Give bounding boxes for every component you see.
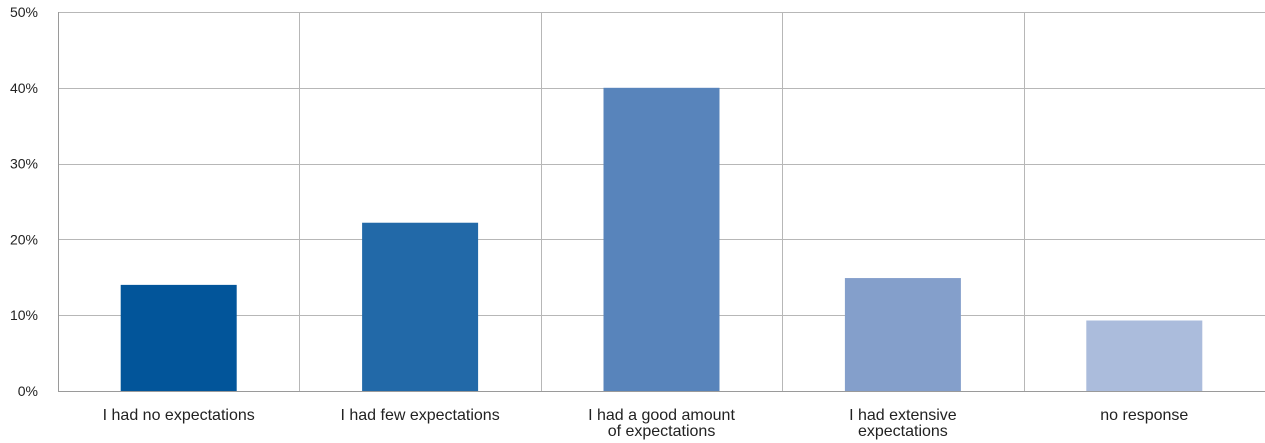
- bars: [120, 87, 1203, 392]
- x-category-label-line: expectations: [858, 423, 948, 440]
- x-category-label-line: I had no expectations: [103, 407, 255, 424]
- x-category-label: I had no expectations: [103, 407, 255, 424]
- x-category-label-line: I had few expectations: [340, 407, 499, 424]
- y-tick-label: 50%: [10, 4, 38, 20]
- x-category-label: I had a good amount of expectations: [588, 407, 735, 440]
- x-category-label-line: of expectations: [608, 423, 716, 440]
- x-category-label: I had extensive expectations: [849, 407, 957, 440]
- bar: [844, 278, 961, 391]
- x-category-labels: I had no expectations I had few expectati…: [103, 407, 1189, 440]
- x-category-label-line: no response: [1100, 407, 1188, 424]
- x-category-label: no response: [1100, 407, 1188, 424]
- bar: [603, 87, 720, 392]
- x-category-label-line: I had extensive: [849, 407, 957, 424]
- y-tick-label: 0%: [18, 383, 38, 399]
- axes: [58, 12, 1265, 392]
- bar: [1086, 320, 1203, 391]
- x-category-label-line: I had a good amount: [588, 407, 735, 424]
- y-tick-label: 30%: [10, 156, 38, 172]
- y-tick-label: 40%: [10, 80, 38, 96]
- y-tick-label: 20%: [10, 231, 38, 247]
- x-category-label: I had few expectations: [340, 407, 499, 424]
- bar: [362, 222, 479, 391]
- y-tick-label: 10%: [10, 307, 38, 323]
- y-tick-labels: 0% 10% 20% 30% 40% 50%: [10, 4, 38, 399]
- bar: [120, 284, 237, 391]
